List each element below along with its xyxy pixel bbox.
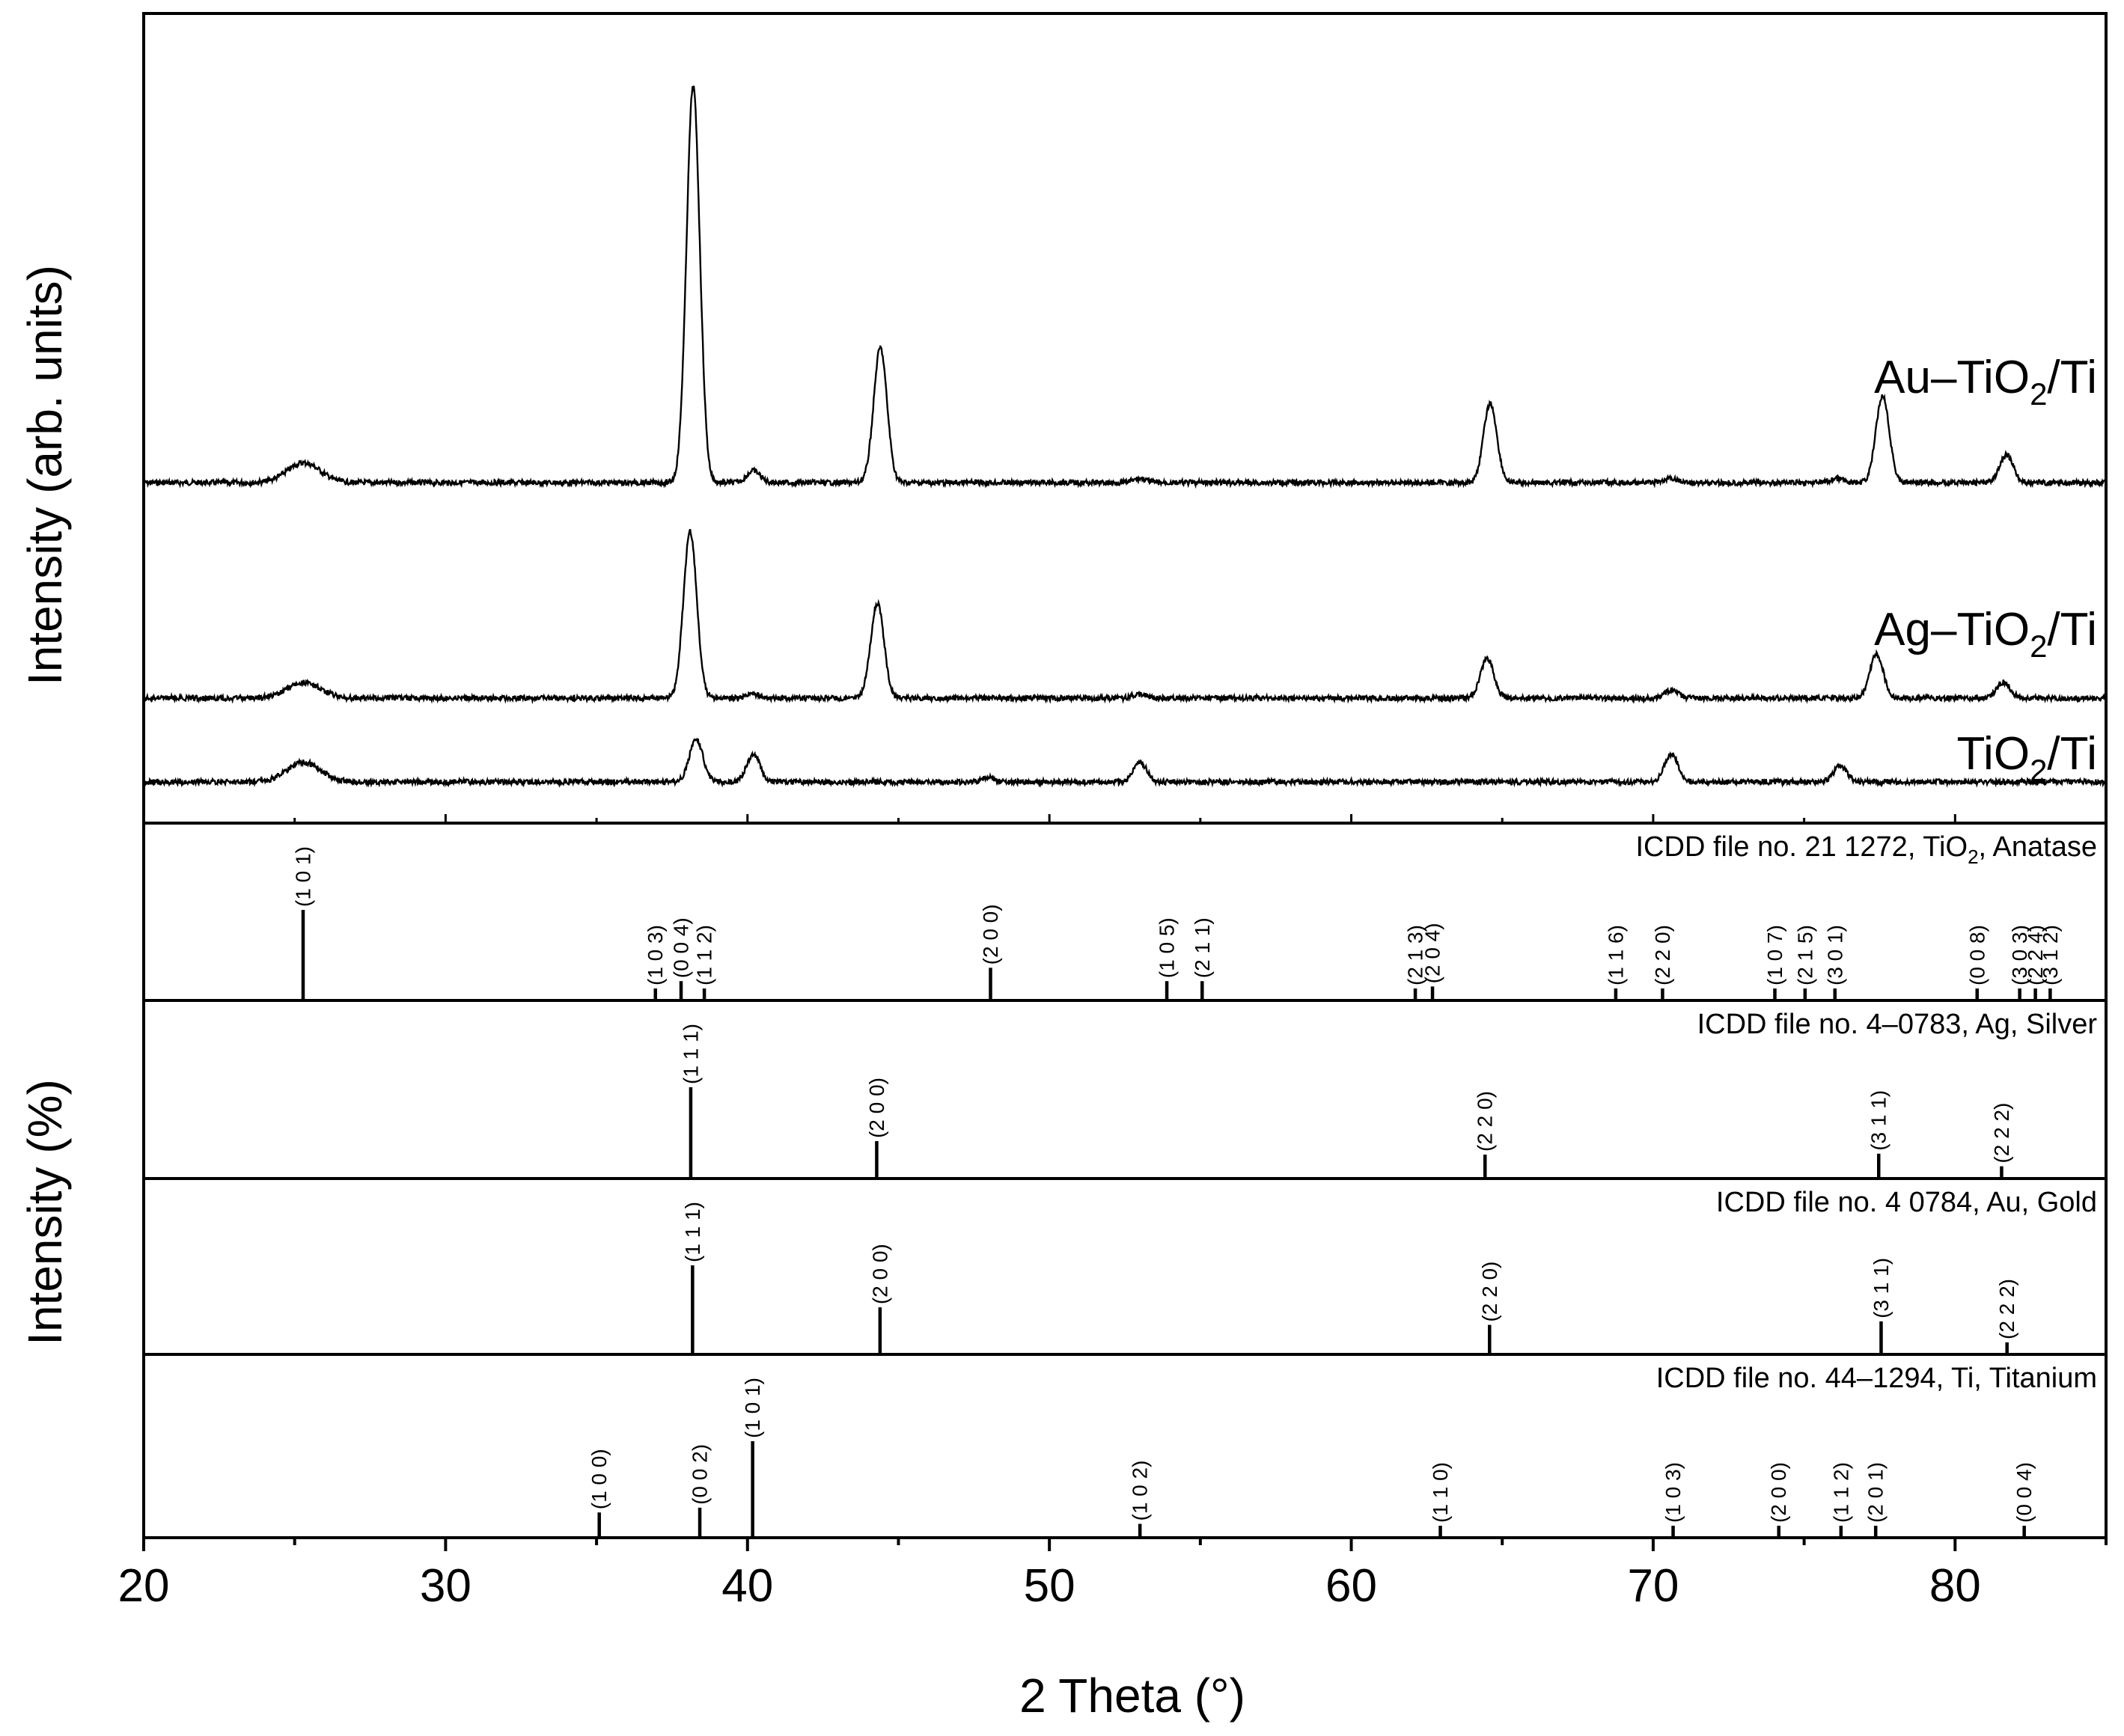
- hkl-label: (2 0 0): [865, 1078, 888, 1138]
- x-tick-label: 30: [420, 1560, 472, 1612]
- xrd-series-line: [143, 85, 2107, 489]
- hkl-label: (1 0 5): [1156, 917, 1179, 978]
- xrd-series-line: [142, 737, 2108, 789]
- hkl-label: (1 0 1): [741, 1378, 764, 1438]
- hkl-label: (3 1 1): [1870, 1258, 1893, 1318]
- hkl-label: (1 0 0): [588, 1449, 611, 1509]
- y-axis-label-intensity-percent: Intensity (%): [18, 1079, 72, 1345]
- xrd-patterns: Au–TiO2/Ti Ag–TiO2/Ti TiO2/Ti: [142, 85, 2108, 789]
- hkl-label: (1 0 3): [1661, 1462, 1685, 1523]
- hkl-label: (2 2 4): [2024, 925, 2047, 985]
- hkl-label: (3 1 2): [2039, 925, 2062, 985]
- reference-panel: ICDD file no. 4–0783, Ag, Silver (1 1 1) (…: [679, 1009, 2097, 1177]
- hkl-label: (1 0 7): [1763, 925, 1786, 985]
- hkl-label: (0 0 8): [1965, 925, 1989, 985]
- plot-frame: [142, 12, 2108, 1539]
- hkl-label: (0 0 4): [2012, 1462, 2036, 1523]
- hkl-label: (3 1 1): [1867, 1090, 1890, 1151]
- reference-panels: ICDD file no. 21 1272, TiO2, Anatase (1 0…: [291, 831, 2097, 1536]
- reference-title: ICDD file no. 21 1272, TiO2, Anatase: [1636, 831, 2098, 868]
- hkl-label: (0 0 4): [670, 917, 693, 978]
- hkl-label: (2 0 0): [1767, 1462, 1790, 1523]
- hkl-label: (1 1 2): [1829, 1462, 1852, 1523]
- hkl-label: (1 1 2): [693, 925, 716, 985]
- x-tick-label: 60: [1325, 1560, 1377, 1612]
- hkl-label: (2 1 3): [1404, 925, 1427, 985]
- plot-border: [142, 12, 2108, 1539]
- hkl-label: (2 0 1): [1864, 1462, 1888, 1523]
- hkl-label: (1 0 3): [644, 925, 667, 985]
- hkl-label: (2 0 4): [1421, 923, 1444, 983]
- hkl-label: (2 1 1): [1191, 917, 1214, 978]
- reference-title: ICDD file no. 4–0783, Ag, Silver: [1697, 1009, 2098, 1040]
- reference-panel: ICDD file no. 21 1272, TiO2, Anatase (1 0…: [291, 831, 2097, 999]
- hkl-label: (3 0 1): [1823, 925, 1846, 985]
- hkl-label: (2 2 2): [1990, 1103, 2013, 1164]
- series-label: TiO2/Ti: [1956, 728, 2097, 788]
- hkl-label: (3 0 3): [2008, 925, 2031, 985]
- x-axis-label: 2 Theta (°): [1019, 1669, 1245, 1723]
- hkl-label: (2 1 5): [1793, 925, 1816, 985]
- x-tick-label: 20: [118, 1560, 170, 1612]
- hkl-label: (1 1 1): [681, 1202, 704, 1262]
- y-axis-label-intensity-arb: Intensity (arb. units): [18, 265, 72, 685]
- x-tick-label: 40: [721, 1560, 773, 1612]
- reference-panel: ICDD file no. 44–1294, Ti, Titanium (1 0 …: [588, 1363, 2097, 1536]
- hkl-label: (1 0 2): [1129, 1461, 1152, 1521]
- reference-panel: ICDD file no. 4 0784, Au, Gold (1 1 1) (2 …: [681, 1187, 2097, 1353]
- hkl-label: (1 0 1): [291, 846, 314, 907]
- x-tick-label: 70: [1627, 1560, 1679, 1612]
- hkl-label: (2 0 0): [868, 1244, 891, 1304]
- hkl-label: (2 2 0): [1651, 925, 1674, 985]
- reference-title: ICDD file no. 44–1294, Ti, Titanium: [1656, 1363, 2097, 1394]
- hkl-label: (1 1 0): [1429, 1462, 1452, 1523]
- hkl-label: (1 1 6): [1604, 925, 1627, 985]
- hkl-label: (2 2 0): [1478, 1262, 1501, 1322]
- hkl-label: (1 1 1): [679, 1024, 702, 1084]
- reference-title: ICDD file no. 4 0784, Au, Gold: [1716, 1187, 2097, 1218]
- hkl-label: (2 2 2): [1995, 1279, 2018, 1339]
- hkl-label: (2 2 0): [1474, 1091, 1497, 1152]
- x-tick-label: 80: [1929, 1560, 1981, 1612]
- xrd-series-line: [143, 528, 2108, 705]
- x-tick-label: 50: [1024, 1560, 1075, 1612]
- hkl-label: (2 0 0): [979, 904, 1002, 965]
- x-axis: 20 30 40 50 60 70 80: [118, 814, 2108, 1612]
- hkl-label: (0 0 2): [689, 1444, 712, 1505]
- series-label: Au–TiO2/Ti: [1874, 352, 2097, 412]
- series-label: Ag–TiO2/Ti: [1874, 604, 2097, 664]
